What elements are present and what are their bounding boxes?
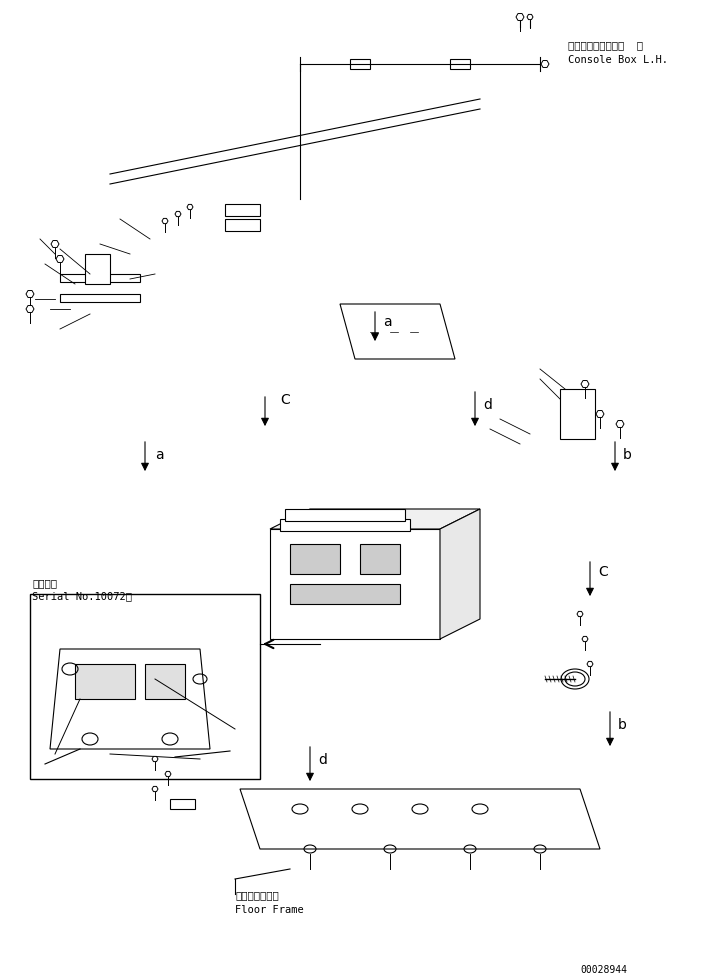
- Text: d: d: [318, 752, 327, 766]
- Bar: [450, 60, 470, 70]
- Polygon shape: [541, 62, 549, 68]
- Text: 適用号案: 適用号案: [32, 577, 57, 587]
- Text: Serial No.10072～: Serial No.10072～: [32, 590, 132, 601]
- Text: C: C: [280, 393, 290, 406]
- Polygon shape: [152, 756, 158, 762]
- Bar: [350, 60, 370, 70]
- Text: Console Box L.H.: Console Box L.H.: [568, 55, 668, 64]
- Text: フロアフレーム: フロアフレーム: [235, 889, 279, 899]
- Polygon shape: [187, 205, 193, 210]
- Polygon shape: [587, 661, 593, 667]
- Polygon shape: [581, 381, 589, 388]
- Bar: [85, 255, 110, 284]
- Bar: [75, 664, 135, 700]
- Polygon shape: [26, 291, 34, 298]
- Polygon shape: [50, 650, 210, 749]
- Polygon shape: [527, 16, 533, 21]
- Polygon shape: [162, 219, 168, 225]
- Bar: [60, 275, 140, 282]
- Bar: [60, 295, 140, 303]
- Bar: [290, 544, 340, 574]
- Polygon shape: [582, 637, 588, 642]
- Text: b: b: [623, 447, 632, 461]
- Polygon shape: [165, 772, 171, 777]
- Polygon shape: [56, 256, 64, 263]
- Polygon shape: [340, 305, 455, 360]
- Polygon shape: [175, 212, 181, 217]
- Text: 00028944: 00028944: [580, 964, 627, 974]
- Text: b: b: [618, 717, 627, 731]
- Bar: [145, 664, 185, 700]
- Bar: [225, 205, 260, 217]
- Text: a: a: [155, 447, 164, 461]
- Bar: [290, 584, 400, 605]
- Polygon shape: [152, 786, 158, 791]
- Bar: [225, 220, 260, 232]
- Bar: [170, 799, 195, 809]
- Bar: [30, 594, 260, 780]
- Bar: [560, 390, 595, 440]
- Polygon shape: [596, 411, 604, 418]
- Polygon shape: [26, 306, 34, 314]
- Text: a: a: [383, 315, 392, 328]
- Polygon shape: [577, 612, 583, 616]
- Polygon shape: [270, 530, 440, 639]
- Bar: [280, 520, 410, 531]
- Text: コンソールボックス  左: コンソールボックス 左: [568, 40, 643, 50]
- Polygon shape: [240, 789, 600, 849]
- Text: C: C: [598, 565, 608, 578]
- Polygon shape: [51, 241, 59, 248]
- Polygon shape: [516, 15, 524, 21]
- Polygon shape: [440, 509, 480, 639]
- Polygon shape: [270, 509, 480, 530]
- Polygon shape: [616, 421, 624, 428]
- Text: d: d: [483, 398, 492, 411]
- Bar: [285, 509, 405, 522]
- Bar: [360, 544, 400, 574]
- Text: Floor Frame: Floor Frame: [235, 904, 304, 914]
